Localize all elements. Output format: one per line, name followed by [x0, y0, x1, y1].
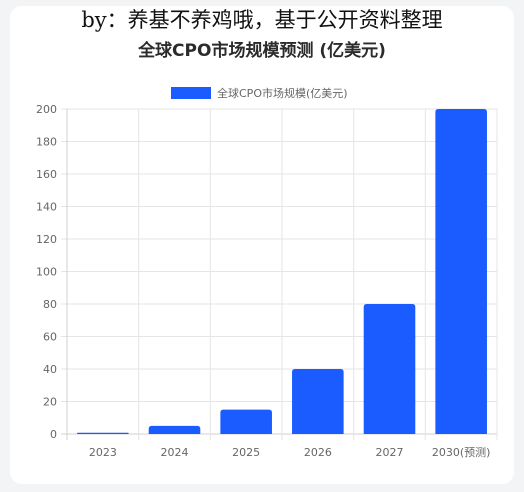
- legend[interactable]: 全球CPO市场规模(亿美元): [171, 86, 348, 100]
- bar-2026[interactable]: [292, 369, 344, 434]
- y-tick-label: 0: [50, 428, 57, 441]
- bars: [77, 109, 487, 434]
- y-tick-label: 20: [43, 396, 57, 409]
- grid-lines: [61, 108, 498, 440]
- y-tick-label: 80: [43, 298, 57, 311]
- legend-swatch[interactable]: [171, 87, 211, 99]
- legend-label[interactable]: 全球CPO市场规模(亿美元): [217, 86, 348, 100]
- y-tick-label: 60: [43, 331, 57, 344]
- x-tick-label: 2023: [89, 446, 117, 459]
- y-tick-label: 120: [36, 233, 57, 246]
- y-tick-label: 40: [43, 363, 57, 376]
- y-tick-label: 200: [36, 103, 57, 116]
- watermark-text: by：养基不养鸡哦，基于公开资料整理: [81, 8, 443, 32]
- bar-2030(预测)[interactable]: [435, 109, 487, 434]
- x-tick-label: 2030(预测): [432, 446, 491, 459]
- y-tick-label: 100: [36, 266, 57, 279]
- x-tick-label: 2025: [232, 446, 260, 459]
- x-tick-label: 2024: [161, 446, 189, 459]
- bar-2025[interactable]: [220, 409, 272, 434]
- y-tick-label: 140: [36, 201, 57, 214]
- y-tick-label: 180: [36, 136, 57, 149]
- chart-title: 全球CPO市场规模预测 (亿美元): [138, 41, 386, 61]
- x-tick-label: 2026: [304, 446, 332, 459]
- bar-2023[interactable]: [77, 432, 129, 434]
- axes: 0 20 40 60 80 100 120 140 160 180 200 2023 2024 2025 2…: [36, 103, 490, 459]
- bar-2024[interactable]: [148, 425, 201, 434]
- y-tick-label: 160: [36, 168, 57, 181]
- bar-2027[interactable]: [363, 304, 416, 434]
- chart-card: [10, 6, 514, 484]
- x-tick-label: 2027: [376, 446, 404, 459]
